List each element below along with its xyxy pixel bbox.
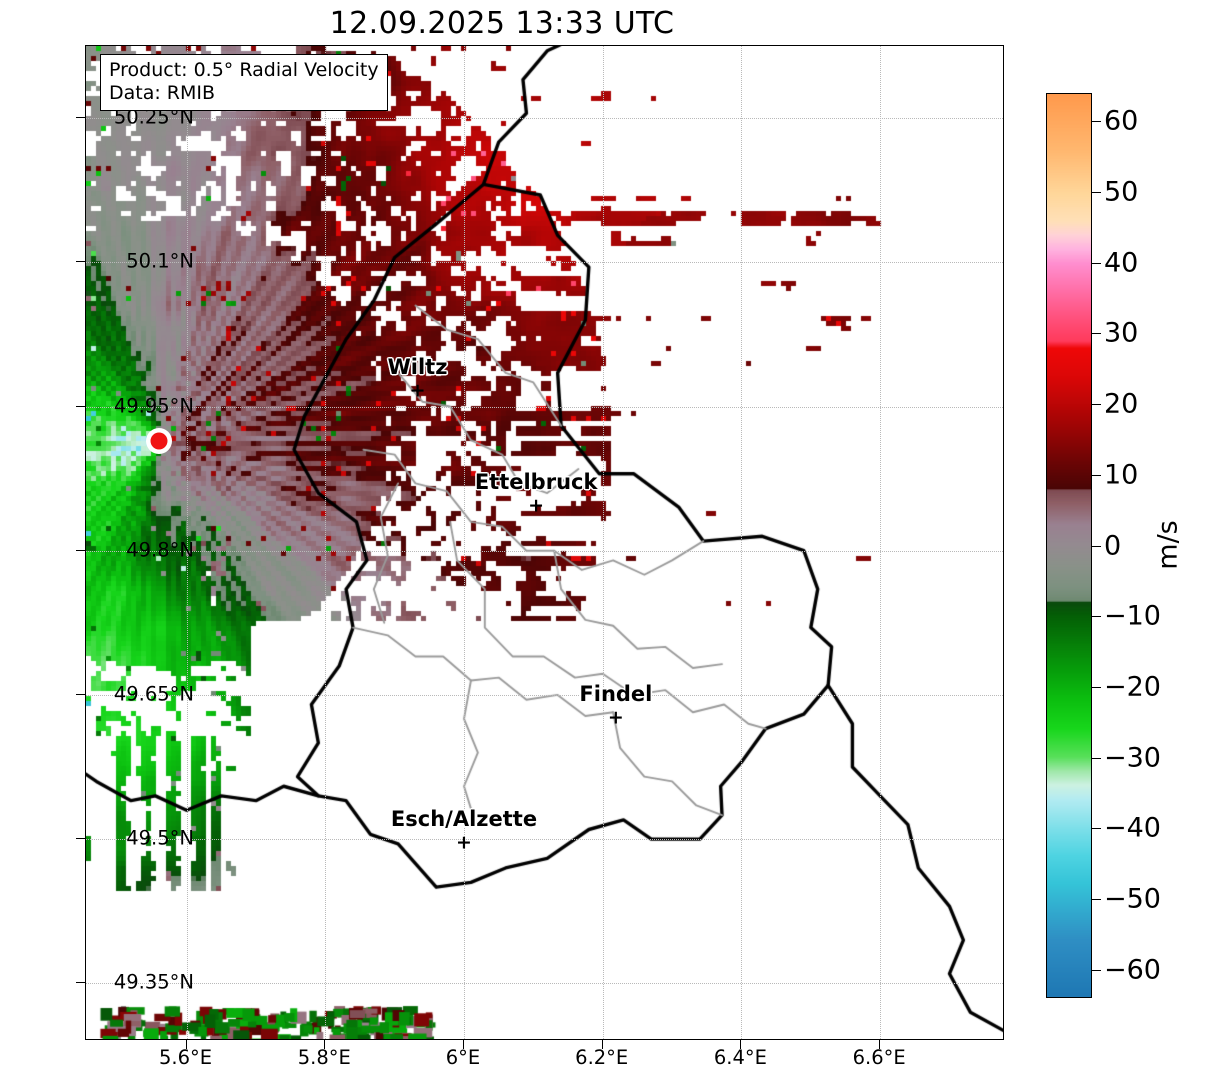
colorbar-tick [1092, 899, 1101, 901]
x-axis-tick [185, 1040, 187, 1049]
colorbar-tick-label: 30 [1104, 317, 1139, 349]
colorbar-tick [1092, 545, 1101, 547]
colorbar-tick [1092, 121, 1101, 123]
x-axis-tick-label: 5.6°E [159, 1046, 213, 1069]
page-title: 12.09.2025 13:33 UTC [329, 6, 675, 41]
colorbar-tick-label: −60 [1104, 954, 1161, 986]
radar-location-dot [146, 428, 173, 455]
colorbar-tick-label: −40 [1104, 812, 1161, 844]
x-axis-tick [324, 1040, 326, 1049]
x-axis-tick [463, 1040, 464, 1049]
colorbar-tick-label: −20 [1104, 671, 1161, 703]
y-axis-tick [76, 693, 85, 695]
colorbar-tick-label: 40 [1104, 247, 1139, 279]
colorbar-axis-label: m/s [1152, 520, 1184, 570]
y-axis-tick-label: 50.25°N [113, 105, 194, 129]
y-axis-tick-label: 49.35°N [113, 970, 194, 994]
y-axis-tick [76, 982, 85, 984]
map-borders-canvas [86, 46, 1003, 1039]
x-axis-tick-label: 6.2°E [575, 1046, 629, 1069]
y-axis-tick [76, 405, 85, 407]
colorbar-tick [1092, 262, 1101, 264]
colorbar-tick [1092, 333, 1101, 335]
colorbar-tick [1092, 969, 1101, 971]
product-line: Product: 0.5° Radial Velocity [109, 59, 379, 81]
city-label-findel: Findel [579, 681, 653, 706]
x-axis-tick [740, 1040, 742, 1049]
x-axis-tick [601, 1040, 603, 1049]
y-axis-tick [76, 261, 85, 263]
colorbar-tick [1092, 686, 1101, 688]
x-axis-tick [879, 1040, 881, 1049]
product-info-box: Product: 0.5° Radial Velocity Data: RMIB [100, 54, 388, 111]
y-axis-tick [76, 838, 85, 840]
y-axis-tick-label: 49.8°N [126, 538, 194, 562]
city-label-esch-alzette: Esch/Alzette [390, 806, 538, 831]
colorbar-tick [1092, 404, 1101, 406]
y-axis-tick [76, 117, 85, 119]
y-axis-tick-label: 49.95°N [113, 394, 194, 417]
colorbar-tick-label: 50 [1104, 176, 1139, 208]
y-axis-tick-label: 50.1°N [126, 249, 194, 273]
radar-plot-area: Wiltz + Ettelbruck + Findel + Esch/Alzette + Pr… [85, 45, 1004, 1040]
colorbar-tick [1092, 757, 1101, 759]
x-axis-tick-label: 5.8°E [297, 1046, 351, 1069]
y-axis-tick-label: 49.65°N [113, 682, 194, 706]
x-axis-tick-label: 6°E [445, 1046, 481, 1069]
x-axis-tick-label: 6.4°E [713, 1046, 767, 1069]
colorbar-tick [1092, 828, 1101, 830]
city-marker-icon: + [409, 379, 426, 402]
city-marker-icon: + [607, 706, 624, 729]
y-axis-tick [76, 549, 85, 551]
colorbar-tick [1092, 474, 1101, 476]
city-marker-icon: + [456, 831, 472, 854]
colorbar-tick-label: 0 [1104, 530, 1122, 561]
colorbar-gradient [1047, 94, 1091, 997]
radar-canvas-wrapper [86, 46, 1003, 1039]
colorbar-tick-label: 10 [1104, 459, 1139, 491]
colorbar-tick-label: 20 [1104, 388, 1139, 420]
city-label-wiltz: Wiltz [387, 355, 448, 380]
colorbar-tick [1092, 616, 1101, 618]
colorbar-tick-label: −50 [1104, 883, 1161, 915]
colorbar-tick-label: −30 [1104, 742, 1161, 774]
colorbar-tick-label: −10 [1104, 600, 1161, 632]
colorbar-tick-label: 60 [1104, 105, 1139, 137]
city-label-ettelbruck: Ettelbruck [474, 469, 598, 494]
colorbar-tick [1092, 191, 1101, 193]
x-axis-tick-label: 6.6°E [852, 1046, 906, 1069]
colorbar [1046, 93, 1092, 998]
city-marker-icon: + [528, 494, 545, 517]
y-axis-tick-label: 49.5°N [126, 826, 194, 850]
data-source-line: Data: RMIB [109, 81, 216, 104]
